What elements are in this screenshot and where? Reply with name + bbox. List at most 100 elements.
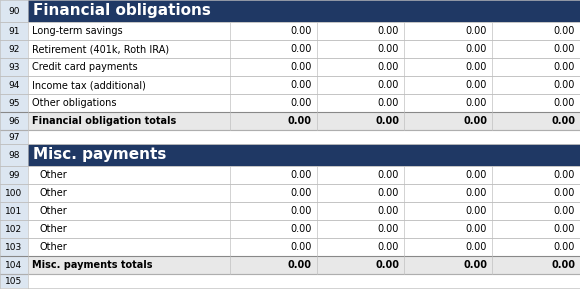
Bar (0, 94, 28, 112)
Bar (404, 112, 492, 130)
Bar (28, 22, 230, 40)
Bar (0, 144, 28, 166)
Text: 99: 99 (8, 170, 20, 180)
Bar (317, 166, 404, 184)
Text: 0.00: 0.00 (291, 62, 312, 72)
Bar (492, 22, 580, 40)
Bar (230, 112, 317, 130)
Bar (0, 58, 28, 76)
Bar (492, 166, 580, 184)
Bar (0, 256, 28, 274)
Text: 93: 93 (8, 63, 20, 71)
Bar (0, 166, 28, 184)
Text: 0.00: 0.00 (466, 224, 487, 234)
Text: 0.00: 0.00 (466, 98, 487, 108)
Text: 0.00: 0.00 (375, 260, 399, 270)
Bar (230, 166, 317, 184)
Text: Other: Other (40, 242, 68, 252)
Bar (0, 220, 28, 238)
Bar (230, 40, 317, 58)
Bar (28, 274, 580, 288)
Bar (0, 274, 580, 288)
Text: 0.00: 0.00 (466, 62, 487, 72)
Text: 0.00: 0.00 (554, 62, 575, 72)
Bar (404, 76, 492, 94)
Text: 0.00: 0.00 (378, 98, 399, 108)
Text: 0.00: 0.00 (378, 188, 399, 198)
Bar (317, 256, 404, 274)
Bar (0, 76, 28, 94)
Bar (492, 202, 580, 220)
Bar (28, 40, 230, 58)
Text: 0.00: 0.00 (554, 44, 575, 54)
Bar (230, 58, 317, 76)
Text: Other: Other (40, 188, 68, 198)
Bar (404, 202, 492, 220)
Bar (28, 0, 580, 22)
Text: 0.00: 0.00 (466, 242, 487, 252)
Text: 0.00: 0.00 (378, 206, 399, 216)
Bar (28, 256, 230, 274)
Text: 0.00: 0.00 (551, 260, 575, 270)
Text: 102: 102 (5, 224, 23, 234)
Bar (404, 166, 492, 184)
Text: 104: 104 (5, 260, 23, 270)
Bar (492, 94, 580, 112)
Text: 94: 94 (8, 81, 20, 89)
Bar (404, 184, 492, 202)
Bar (28, 130, 580, 144)
Text: 0.00: 0.00 (291, 26, 312, 36)
Text: 0.00: 0.00 (378, 80, 399, 90)
Text: 0.00: 0.00 (291, 44, 312, 54)
Text: 0.00: 0.00 (554, 224, 575, 234)
Bar (0, 238, 28, 256)
Bar (28, 184, 230, 202)
Text: 0.00: 0.00 (554, 170, 575, 180)
Bar (28, 166, 230, 184)
Text: Misc. payments totals: Misc. payments totals (32, 260, 153, 270)
Bar (404, 94, 492, 112)
Bar (230, 238, 317, 256)
Bar (230, 256, 317, 274)
Text: Other: Other (40, 224, 68, 234)
Text: 98: 98 (8, 150, 20, 160)
Text: 0.00: 0.00 (463, 260, 487, 270)
Text: 0.00: 0.00 (291, 206, 312, 216)
Text: 97: 97 (8, 132, 20, 142)
Text: 103: 103 (5, 242, 23, 252)
Text: 0.00: 0.00 (554, 98, 575, 108)
Text: 0.00: 0.00 (466, 80, 487, 90)
Text: Other: Other (40, 206, 68, 216)
Text: 0.00: 0.00 (466, 26, 487, 36)
Bar (317, 22, 404, 40)
Text: 0.00: 0.00 (554, 242, 575, 252)
Text: 101: 101 (5, 206, 23, 216)
Bar (28, 58, 230, 76)
Text: 0.00: 0.00 (466, 44, 487, 54)
Bar (0, 184, 28, 202)
Bar (404, 22, 492, 40)
Text: 92: 92 (8, 45, 20, 53)
Bar (0, 0, 28, 22)
Text: Other obligations: Other obligations (32, 98, 117, 108)
Bar (28, 76, 230, 94)
Bar (492, 220, 580, 238)
Text: 0.00: 0.00 (378, 224, 399, 234)
Bar (230, 184, 317, 202)
Bar (317, 76, 404, 94)
Text: 0.00: 0.00 (375, 116, 399, 126)
Text: 91: 91 (8, 27, 20, 35)
Bar (492, 40, 580, 58)
Bar (0, 112, 28, 130)
Bar (28, 112, 230, 130)
Text: 0.00: 0.00 (291, 224, 312, 234)
Bar (28, 220, 230, 238)
Bar (317, 184, 404, 202)
Text: Other: Other (40, 170, 68, 180)
Bar (0, 130, 580, 144)
Text: 0.00: 0.00 (466, 206, 487, 216)
Text: 0.00: 0.00 (291, 242, 312, 252)
Text: Financial obligations: Financial obligations (33, 3, 211, 19)
Text: 0.00: 0.00 (554, 26, 575, 36)
Text: 0.00: 0.00 (288, 260, 312, 270)
